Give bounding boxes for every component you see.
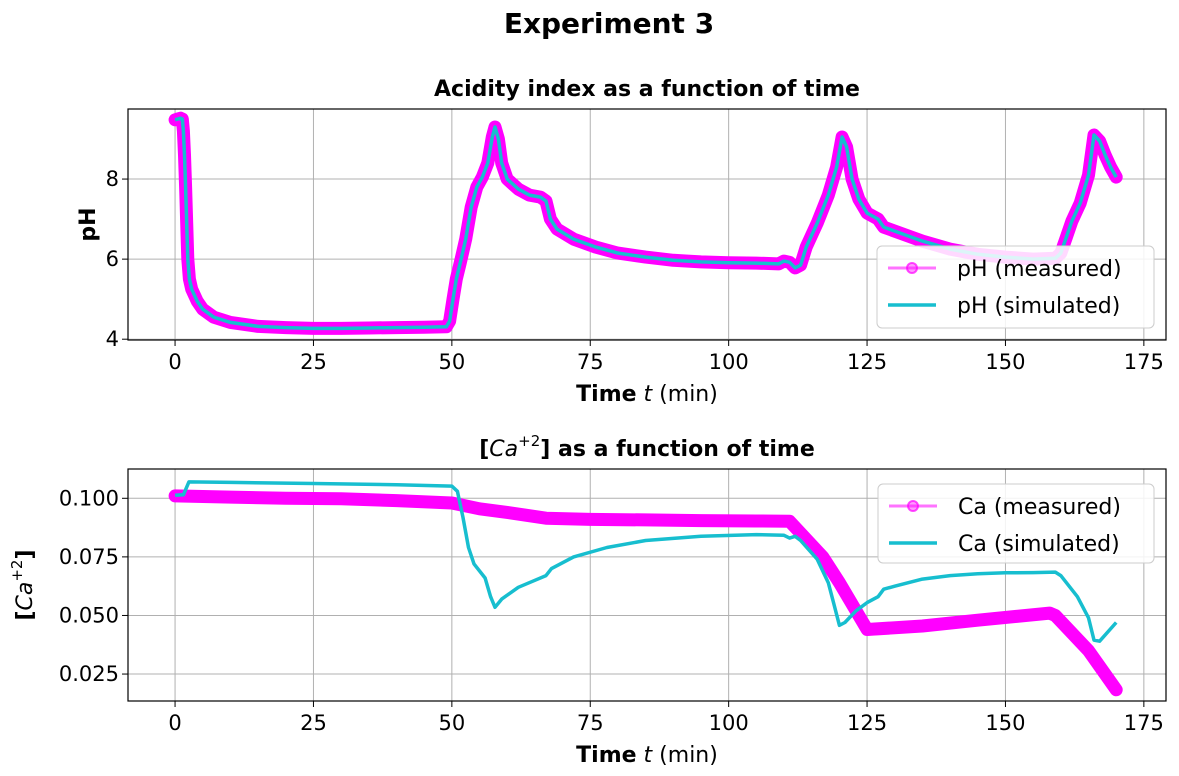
x-tick-label: 0 <box>168 711 181 735</box>
ph-plot: 0 25 50 75 100 125 150 175 4 6 8 Acidity index as a… <box>76 77 1167 407</box>
x-tick-label: 75 <box>577 711 604 735</box>
data-point <box>640 514 651 526</box>
figure-title: Experiment 3 <box>504 7 714 40</box>
data-point <box>1050 610 1061 621</box>
legend-box <box>877 483 1155 564</box>
data-point <box>817 551 829 563</box>
series-layer <box>168 480 1123 697</box>
data-point <box>972 614 984 626</box>
data-point <box>474 503 485 515</box>
data-point <box>225 491 236 503</box>
legend-box <box>876 245 1155 329</box>
data-point <box>391 495 402 506</box>
x-axis-label: Time t (min) <box>576 743 718 768</box>
legend-label: Ca (simulated) <box>958 532 1120 557</box>
legend-label: Ca (measured) <box>958 495 1121 520</box>
y-tick-label: 6 <box>106 247 119 271</box>
data-point <box>834 577 845 588</box>
legend-marker <box>906 262 918 274</box>
data-point <box>585 514 596 525</box>
data-point <box>751 515 762 527</box>
x-tick-label: 25 <box>300 350 327 374</box>
y-tick-label: 0.075 <box>59 545 119 569</box>
y-axis-label: pH <box>76 207 101 241</box>
x-tick-label: 0 <box>168 350 181 374</box>
data-point <box>335 493 347 505</box>
data-point <box>1110 684 1122 696</box>
data-point <box>540 512 552 524</box>
x-tick-label: 25 <box>300 711 327 735</box>
x-tick-label: 175 <box>1124 711 1164 735</box>
x-tick-label: 100 <box>709 711 749 735</box>
y-tick-label: 4 <box>106 327 119 351</box>
data-point <box>501 507 513 518</box>
data-point <box>917 620 928 632</box>
x-tick-label: 125 <box>847 350 887 374</box>
y-tick-label: 8 <box>106 167 119 191</box>
x-tick-label: 125 <box>847 711 887 735</box>
x-axis-label: Time t (min) <box>576 382 718 407</box>
x-tick-label: 150 <box>985 350 1025 374</box>
legend-marker <box>907 500 919 512</box>
data-point <box>695 515 707 526</box>
y-tick-label: 0.050 <box>59 603 119 627</box>
data-point <box>784 516 795 527</box>
x-tick-label: 75 <box>577 350 604 374</box>
data-point <box>1083 645 1094 656</box>
y-tick-label: 0.025 <box>59 662 119 686</box>
x-tick-label: 50 <box>438 350 465 374</box>
data-point <box>861 624 873 635</box>
plot-frame <box>127 108 1167 341</box>
x-tick-label: 100 <box>709 350 749 374</box>
legend-label: pH (measured) <box>957 257 1122 282</box>
data-point <box>280 493 292 504</box>
x-tick-label: 50 <box>438 711 465 735</box>
x-tick-label: 175 <box>1124 350 1164 374</box>
y-axis-label: [Ca+2] <box>8 549 38 620</box>
legend-label: pH (simulated) <box>957 294 1120 319</box>
plot-title: Acidity index as a function of time <box>434 77 860 102</box>
legend: pH (measured) pH (simulated) <box>876 245 1155 329</box>
calcium-plot: 0 25 50 75 100 125 150 175 0.025 0.050 0.075 0.100 [… <box>8 432 1167 768</box>
y-tick-label: 0.100 <box>59 486 119 510</box>
plot-frame <box>127 468 1167 702</box>
legend: Ca (measured) Ca (simulated) <box>877 483 1155 564</box>
x-tick-label: 150 <box>985 711 1025 735</box>
series-ca-simulated <box>175 480 1118 643</box>
data-point <box>446 497 458 509</box>
plot-title: [Ca+2] as a function of time <box>479 432 815 462</box>
